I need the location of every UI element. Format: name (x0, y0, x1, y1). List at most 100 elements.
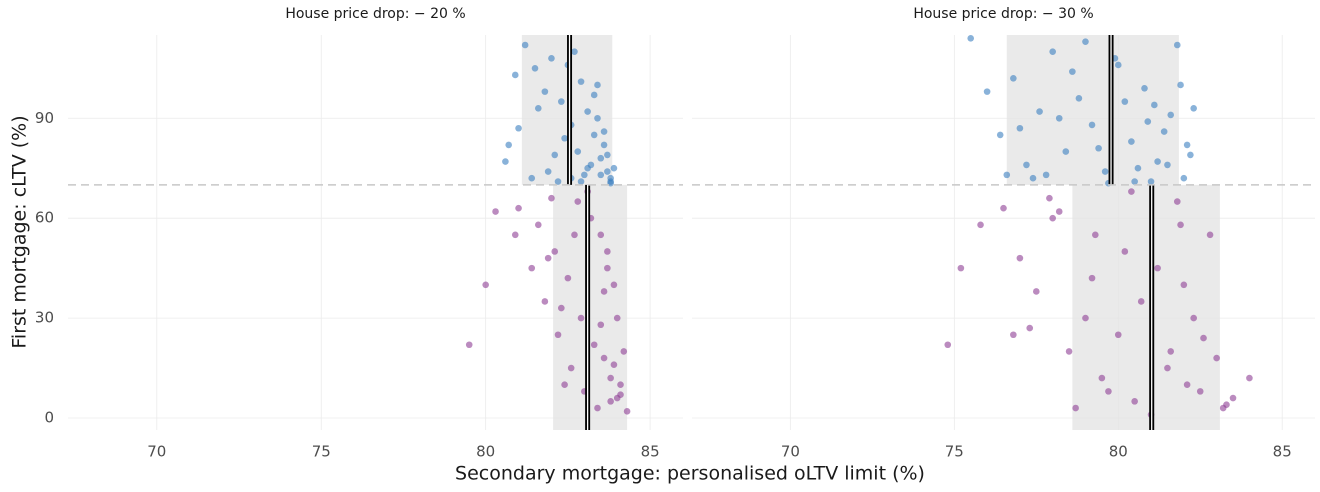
point (597, 321, 605, 329)
point (944, 341, 952, 349)
point (1098, 374, 1106, 382)
point (1131, 398, 1138, 405)
point (1065, 348, 1073, 355)
point (1196, 388, 1204, 395)
point (1055, 114, 1063, 122)
point (597, 231, 605, 239)
point (610, 164, 618, 172)
point (617, 381, 624, 389)
point (1154, 158, 1161, 165)
point (1187, 151, 1194, 159)
point (1190, 314, 1197, 322)
point (1177, 81, 1184, 89)
y-tick-label: 0 (44, 409, 54, 427)
point (617, 391, 624, 398)
x-tick-label: 85 (1273, 443, 1292, 461)
point (1095, 144, 1102, 152)
point (1164, 364, 1171, 372)
point (1183, 381, 1191, 389)
point (544, 168, 552, 175)
point (554, 331, 562, 339)
x-tick-label: 85 (641, 443, 660, 461)
point (1016, 254, 1024, 262)
point (1128, 138, 1135, 145)
point (1026, 324, 1034, 332)
point (590, 91, 598, 99)
point (492, 208, 499, 215)
point (465, 341, 473, 349)
point (1213, 354, 1220, 362)
point (1072, 404, 1079, 412)
y-axis-label: First mortgage: cLTV (%) (9, 115, 31, 348)
point (531, 65, 539, 72)
panel-title: House price drop: − 20 % (285, 6, 465, 22)
point (502, 158, 509, 165)
point (1167, 348, 1175, 355)
point (600, 128, 608, 135)
point (607, 398, 614, 405)
point (957, 264, 965, 272)
point (1010, 74, 1017, 82)
point (1042, 171, 1050, 179)
point (1069, 68, 1076, 75)
x-tick-label: 80 (476, 443, 495, 461)
point (1032, 288, 1040, 295)
point (541, 88, 549, 95)
y-tick-label: 60 (35, 209, 54, 227)
point (1000, 204, 1007, 212)
x-tick-label: 70 (781, 443, 800, 461)
point (1114, 61, 1122, 69)
point (1082, 38, 1089, 45)
point (584, 164, 591, 172)
point (1092, 231, 1099, 239)
point (567, 364, 575, 372)
point (1190, 104, 1197, 112)
point (561, 134, 568, 142)
point (610, 281, 618, 289)
point (610, 361, 618, 369)
point (597, 154, 605, 162)
point (551, 151, 559, 159)
point (1229, 394, 1237, 402)
x-axis-label: Secondary mortgage: personalised oLTV li… (455, 463, 925, 485)
point (1128, 188, 1135, 195)
point (584, 108, 591, 115)
point (590, 341, 598, 349)
point (1180, 281, 1188, 289)
point (1121, 98, 1129, 105)
y-tick-label: 90 (35, 109, 54, 127)
point (541, 298, 549, 305)
point (1246, 374, 1253, 382)
point (623, 408, 631, 415)
point (1010, 331, 1017, 339)
point (1088, 121, 1096, 129)
x-tick-label: 75 (312, 443, 331, 461)
point (1049, 48, 1056, 55)
point (604, 248, 611, 255)
point (607, 374, 614, 382)
point (1167, 111, 1175, 119)
point (577, 78, 585, 85)
point (1131, 178, 1138, 185)
point (571, 231, 578, 239)
point (521, 41, 529, 49)
point (594, 81, 601, 89)
point (571, 48, 578, 55)
point (1062, 148, 1070, 155)
x-tick-label: 80 (1109, 443, 1128, 461)
interval-band (1072, 184, 1220, 430)
point (511, 231, 519, 239)
point (977, 221, 984, 229)
panel-title: House price drop: − 30 % (913, 6, 1093, 22)
point (604, 168, 611, 175)
x-tick-label: 70 (147, 443, 166, 461)
point (1105, 388, 1112, 395)
point (604, 264, 611, 272)
point (561, 381, 568, 389)
point (620, 348, 628, 355)
point (1180, 174, 1188, 182)
point (613, 314, 621, 322)
point (594, 114, 601, 122)
point (996, 131, 1004, 139)
point (1046, 194, 1053, 202)
